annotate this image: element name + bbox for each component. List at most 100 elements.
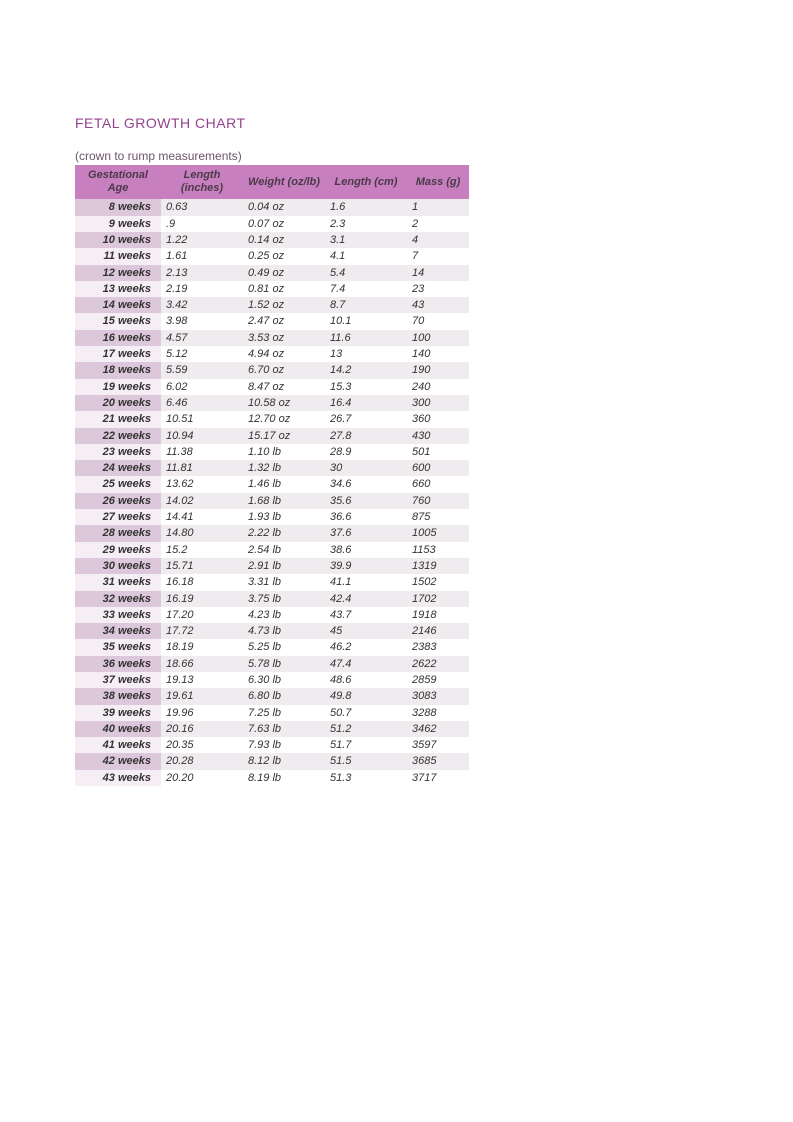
table-row: 30 weeks15.712.91 lb39.91319	[75, 558, 469, 574]
cell-weight: 4.94 oz	[243, 346, 325, 362]
cell-mass: 3685	[407, 753, 469, 769]
cell-mass: 1702	[407, 591, 469, 607]
cell-weight: 15.17 oz	[243, 428, 325, 444]
cell-age: 15 weeks	[75, 313, 161, 329]
cell-length-cm: 10.1	[325, 313, 407, 329]
header-mass: Mass (g)	[407, 165, 469, 199]
table-row: 20 weeks6.4610.58 oz16.4300	[75, 395, 469, 411]
cell-age: 43 weeks	[75, 770, 161, 786]
header-length-inches: Length (inches)	[161, 165, 243, 199]
cell-weight: 7.63 lb	[243, 721, 325, 737]
cell-weight: 5.25 lb	[243, 639, 325, 655]
cell-length-in: 14.02	[161, 493, 243, 509]
cell-age: 22 weeks	[75, 428, 161, 444]
cell-length-in: 6.02	[161, 379, 243, 395]
cell-mass: 2859	[407, 672, 469, 688]
cell-mass: 600	[407, 460, 469, 476]
cell-age: 11 weeks	[75, 248, 161, 264]
table-row: 24 weeks11.811.32 lb30600	[75, 460, 469, 476]
cell-weight: 1.68 lb	[243, 493, 325, 509]
cell-length-in: 17.72	[161, 623, 243, 639]
cell-weight: 1.10 lb	[243, 444, 325, 460]
cell-weight: 1.93 lb	[243, 509, 325, 525]
cell-age: 35 weeks	[75, 639, 161, 655]
cell-weight: 5.78 lb	[243, 656, 325, 672]
cell-weight: 0.49 oz	[243, 265, 325, 281]
cell-length-cm: 35.6	[325, 493, 407, 509]
cell-length-cm: 14.2	[325, 362, 407, 378]
cell-weight: 4.73 lb	[243, 623, 325, 639]
cell-length-in: 13.62	[161, 476, 243, 492]
cell-length-in: 15.71	[161, 558, 243, 574]
cell-mass: 140	[407, 346, 469, 362]
cell-age: 29 weeks	[75, 542, 161, 558]
cell-age: 41 weeks	[75, 737, 161, 753]
cell-weight: 0.25 oz	[243, 248, 325, 264]
cell-mass: 240	[407, 379, 469, 395]
cell-weight: 3.53 oz	[243, 330, 325, 346]
table-row: 9 weeks.90.07 oz2.32	[75, 216, 469, 232]
cell-weight: 3.75 lb	[243, 591, 325, 607]
table-row: 39 weeks19.967.25 lb50.73288	[75, 705, 469, 721]
cell-mass: 3462	[407, 721, 469, 737]
table-row: 25 weeks13.621.46 lb34.6660	[75, 476, 469, 492]
cell-mass: 501	[407, 444, 469, 460]
cell-age: 32 weeks	[75, 591, 161, 607]
cell-length-cm: 7.4	[325, 281, 407, 297]
cell-mass: 1153	[407, 542, 469, 558]
cell-age: 14 weeks	[75, 297, 161, 313]
cell-length-in: 18.66	[161, 656, 243, 672]
cell-weight: 2.22 lb	[243, 525, 325, 541]
table-row: 8 weeks0.630.04 oz1.61	[75, 199, 469, 215]
cell-length-cm: 50.7	[325, 705, 407, 721]
fetal-growth-table: Gestational Age Length (inches) Weight (…	[75, 165, 469, 786]
cell-length-in: 3.98	[161, 313, 243, 329]
cell-age: 18 weeks	[75, 362, 161, 378]
cell-length-cm: 30	[325, 460, 407, 476]
cell-weight: 0.14 oz	[243, 232, 325, 248]
cell-length-in: 15.2	[161, 542, 243, 558]
cell-age: 42 weeks	[75, 753, 161, 769]
cell-mass: 2146	[407, 623, 469, 639]
cell-length-cm: 11.6	[325, 330, 407, 346]
cell-mass: 2	[407, 216, 469, 232]
cell-length-cm: 15.3	[325, 379, 407, 395]
header-weight: Weight (oz/lb)	[243, 165, 325, 199]
table-row: 22 weeks10.9415.17 oz27.8430	[75, 428, 469, 444]
cell-weight: 10.58 oz	[243, 395, 325, 411]
cell-age: 39 weeks	[75, 705, 161, 721]
table-row: 26 weeks14.021.68 lb35.6760	[75, 493, 469, 509]
cell-length-in: 1.22	[161, 232, 243, 248]
cell-mass: 430	[407, 428, 469, 444]
table-row: 14 weeks3.421.52 oz8.743	[75, 297, 469, 313]
cell-weight: 1.46 lb	[243, 476, 325, 492]
cell-length-cm: 45	[325, 623, 407, 639]
table-row: 19 weeks6.028.47 oz15.3240	[75, 379, 469, 395]
cell-length-in: 2.19	[161, 281, 243, 297]
table-row: 32 weeks16.193.75 lb42.41702	[75, 591, 469, 607]
cell-mass: 4	[407, 232, 469, 248]
cell-length-cm: 51.2	[325, 721, 407, 737]
page-title: FETAL GROWTH CHART	[75, 115, 793, 131]
page-subtitle: (crown to rump measurements)	[75, 149, 793, 163]
table-row: 33 weeks17.204.23 lb43.71918	[75, 607, 469, 623]
cell-length-in: 10.94	[161, 428, 243, 444]
cell-age: 36 weeks	[75, 656, 161, 672]
cell-age: 37 weeks	[75, 672, 161, 688]
table-row: 10 weeks1.220.14 oz3.14	[75, 232, 469, 248]
cell-length-cm: 51.7	[325, 737, 407, 753]
cell-length-in: 0.63	[161, 199, 243, 215]
cell-age: 25 weeks	[75, 476, 161, 492]
cell-length-cm: 51.3	[325, 770, 407, 786]
cell-length-in: 2.13	[161, 265, 243, 281]
cell-mass: 3083	[407, 688, 469, 704]
cell-age: 38 weeks	[75, 688, 161, 704]
cell-weight: 3.31 lb	[243, 574, 325, 590]
cell-length-in: 11.81	[161, 460, 243, 476]
cell-length-cm: 16.4	[325, 395, 407, 411]
cell-length-cm: 51.5	[325, 753, 407, 769]
cell-mass: 70	[407, 313, 469, 329]
cell-weight: 2.54 lb	[243, 542, 325, 558]
table-row: 23 weeks11.381.10 lb28.9501	[75, 444, 469, 460]
cell-length-cm: 4.1	[325, 248, 407, 264]
